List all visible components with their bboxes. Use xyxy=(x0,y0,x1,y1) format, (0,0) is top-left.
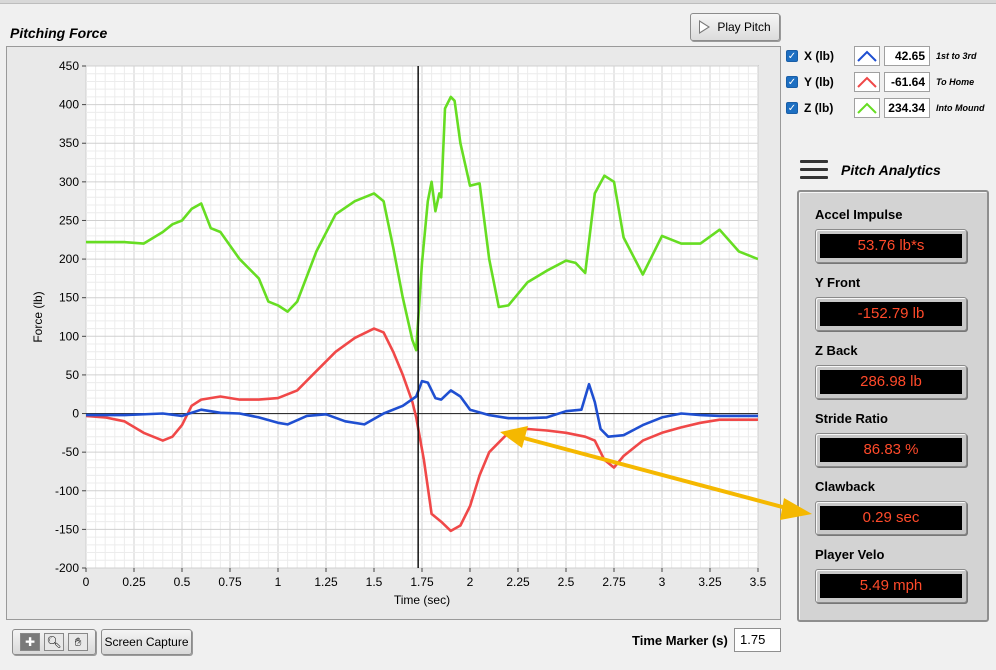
legend-row-z: ✓ Z (lb) 234.34 Into Mound xyxy=(786,97,984,119)
legend-swatch-z[interactable] xyxy=(854,98,880,118)
y-tick-label: -100 xyxy=(55,484,79,498)
metric-label-clawback: Clawback xyxy=(815,479,875,494)
time-marker-input[interactable]: 1.75 xyxy=(734,628,781,652)
metric-display-stride-ratio: 86.83 % xyxy=(815,433,967,467)
x-tick-label: 3 xyxy=(659,575,666,589)
metric-label-z-back: Z Back xyxy=(815,343,858,358)
legend-swatch-x[interactable] xyxy=(854,46,880,66)
x-tick-label: 2.75 xyxy=(602,575,626,589)
line-swatch-icon xyxy=(857,50,877,62)
metric-display-accel-impulse: 53.76 lb*s xyxy=(815,229,967,263)
legend-direction-z: Into Mound xyxy=(936,103,985,113)
play-icon xyxy=(699,20,711,34)
pan-hand-icon[interactable]: ✋︎ xyxy=(68,633,88,651)
hamburger-menu-icon[interactable] xyxy=(800,160,828,180)
legend-label-x: X (lb) xyxy=(804,49,834,63)
force-chart[interactable]: 0 0.25 0.5 0.75 1 1.25 1.5 1.75 2 2.25 2.5 2.75 3 3.2… xyxy=(6,46,781,620)
line-swatch-icon xyxy=(857,102,877,114)
x-tick-label: 1.5 xyxy=(366,575,383,589)
y-axis-label: Force (lb) xyxy=(31,291,45,342)
y-tick-label: 0 xyxy=(72,407,79,421)
y-tick-label: -150 xyxy=(55,522,79,536)
x-tick-label: 2 xyxy=(467,575,474,589)
metric-display-clawback: 0.29 sec xyxy=(815,501,967,535)
x-tick-label: 2.25 xyxy=(506,575,530,589)
line-swatch-icon xyxy=(857,76,877,88)
legend-direction-y: To Home xyxy=(936,77,975,87)
x-tick-label: 1 xyxy=(275,575,282,589)
graph-tools-palette: ✚ 🔍︎ ✋︎ xyxy=(12,629,96,655)
y-tick-label: 400 xyxy=(59,98,79,112)
legend-checkbox-x[interactable]: ✓ xyxy=(786,50,798,62)
metric-value-accel-impulse: 53.76 lb*s xyxy=(820,234,962,258)
crosshair-icon[interactable]: ✚ xyxy=(20,633,40,651)
legend-row-y: ✓ Y (lb) -61.64 To Home xyxy=(786,71,974,93)
legend-value-x: 42.65 xyxy=(884,46,930,66)
y-tick-label: -50 xyxy=(62,445,80,459)
legend-checkbox-y[interactable]: ✓ xyxy=(786,76,798,88)
x-tick-label: 3.25 xyxy=(698,575,722,589)
metric-display-y-front: -152.79 lb xyxy=(815,297,967,331)
x-tick-label: 2.5 xyxy=(558,575,575,589)
x-tick-label: 1.25 xyxy=(314,575,338,589)
x-tick-label: 0.25 xyxy=(122,575,146,589)
legend-label-y: Y (lb) xyxy=(804,75,834,89)
y-tick-label: 150 xyxy=(59,291,79,305)
play-pitch-label: Play Pitch xyxy=(717,20,771,34)
y-tick-label: 300 xyxy=(59,175,79,189)
metric-value-stride-ratio: 86.83 % xyxy=(820,438,962,462)
metric-label-stride-ratio: Stride Ratio xyxy=(815,411,888,426)
legend-swatch-y[interactable] xyxy=(854,72,880,92)
metric-value-z-back: 286.98 lb xyxy=(820,370,962,394)
metric-value-clawback: 0.29 sec xyxy=(820,506,962,530)
y-tick-label: -200 xyxy=(55,561,79,575)
x-tick-label: 0 xyxy=(83,575,90,589)
metric-display-player-velo: 5.49 mph xyxy=(815,569,967,603)
x-tick-label: 0.5 xyxy=(174,575,191,589)
metric-label-player-velo: Player Velo xyxy=(815,547,885,562)
screen-capture-button[interactable]: Screen Capture xyxy=(101,629,192,655)
y-tick-label: 50 xyxy=(66,368,80,382)
legend-value-z: 234.34 xyxy=(884,98,930,118)
metric-display-z-back: 286.98 lb xyxy=(815,365,967,399)
legend-direction-x: 1st to 3rd xyxy=(936,51,977,61)
legend-label-z: Z (lb) xyxy=(804,101,834,115)
page-title: Pitching Force xyxy=(10,25,108,41)
y-tick-label: 350 xyxy=(59,136,79,150)
x-tick-label: 1.75 xyxy=(410,575,434,589)
y-tick-label: 200 xyxy=(59,252,79,266)
series-line-z xyxy=(86,95,758,352)
metric-label-accel-impulse: Accel Impulse xyxy=(815,207,903,222)
x-axis-label: Time (sec) xyxy=(394,593,450,607)
analytics-title: Pitch Analytics xyxy=(841,162,941,178)
play-pitch-button[interactable]: Play Pitch xyxy=(690,13,780,41)
legend-value-y: -61.64 xyxy=(884,72,930,92)
metric-label-y-front: Y Front xyxy=(815,275,861,290)
x-tick-label: 0.75 xyxy=(218,575,242,589)
window-top-edge xyxy=(0,0,996,4)
zoom-icon[interactable]: 🔍︎ xyxy=(44,633,64,651)
legend-checkbox-z[interactable]: ✓ xyxy=(786,102,798,114)
legend-row-x: ✓ X (lb) 42.65 1st to 3rd xyxy=(786,45,977,67)
x-tick-label: 3.5 xyxy=(750,575,767,589)
y-tick-label: 250 xyxy=(59,213,79,227)
time-marker-label: Time Marker (s) xyxy=(632,633,728,648)
y-tick-label: 450 xyxy=(59,59,79,73)
y-tick-label: 100 xyxy=(59,329,79,343)
metric-value-y-front: -152.79 lb xyxy=(820,302,962,326)
metric-value-player-velo: 5.49 mph xyxy=(820,574,962,598)
